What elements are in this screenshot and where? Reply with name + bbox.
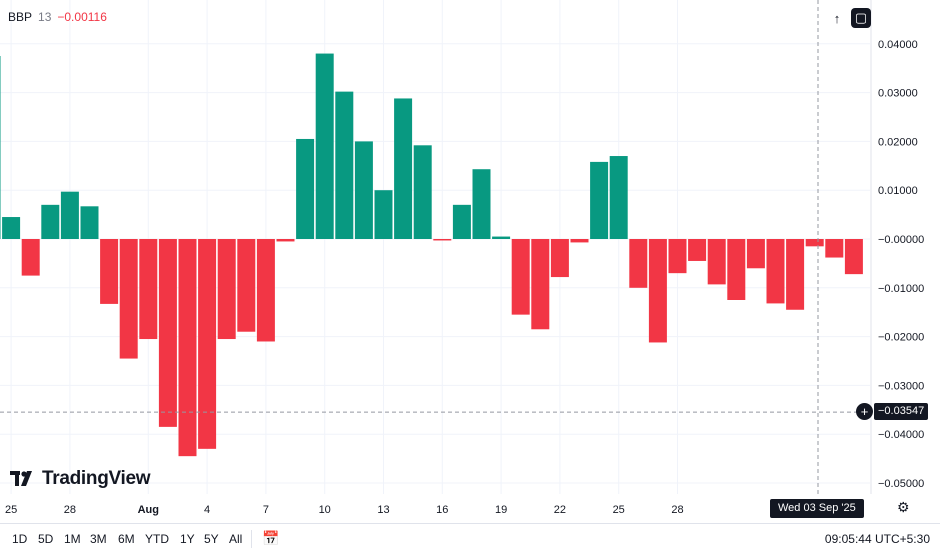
crosshair-price-label: −0.03547 [874, 403, 929, 420]
bar [139, 239, 158, 340]
bar [21, 239, 40, 276]
bar [668, 239, 687, 274]
bar [629, 239, 648, 288]
y-tick-label: 0.03000 [878, 88, 918, 100]
y-tick-label: 0.01000 [878, 185, 918, 197]
bar [511, 239, 530, 315]
bar [217, 239, 236, 340]
x-tick-label: 19 [495, 504, 507, 516]
tradingview-logo[interactable]: TradingView [10, 468, 151, 490]
bar [766, 239, 785, 304]
toolbar-divider [251, 530, 252, 548]
bar [237, 239, 256, 332]
range-button-1y[interactable]: 1Y [180, 532, 195, 546]
bar [590, 161, 609, 239]
bar [746, 239, 765, 269]
y-tick-label: −0.03000 [878, 380, 924, 392]
y-tick-label: −0.04000 [878, 429, 924, 441]
indicator-value: −0.00116 [57, 10, 107, 24]
bar [198, 239, 217, 449]
bar [433, 239, 452, 241]
y-tick-label: 0.02000 [878, 136, 918, 148]
bar [707, 239, 726, 285]
bar [256, 239, 275, 342]
bar [452, 204, 471, 239]
bar [413, 145, 432, 239]
bar [492, 236, 511, 239]
indicator-param: 13 [38, 10, 52, 24]
logo-text: TradingView [42, 468, 151, 489]
range-button-5d[interactable]: 5D [38, 532, 54, 546]
x-tick-label: 16 [436, 504, 448, 516]
bar [374, 190, 393, 239]
y-tick-label: 0.04000 [878, 39, 918, 51]
bar [276, 239, 295, 242]
add-alert-icon[interactable]: + [856, 403, 873, 420]
bar [158, 239, 177, 427]
bar [825, 239, 844, 258]
utc-clock[interactable]: 09:05:44 UTC+5:30 [824, 532, 930, 546]
crosshair-date-label: Wed 03 Sep '25 [770, 499, 864, 518]
bottom-toolbar: 1D 5D 1M 3M 6M YTD 1Y 5Y All 📅 09:05:44 … [0, 523, 940, 555]
bar [472, 169, 491, 239]
x-tick-label: 25 [5, 504, 17, 516]
range-button-5y[interactable]: 5Y [204, 532, 219, 546]
bar [844, 239, 863, 275]
bar [648, 239, 667, 343]
bar [2, 217, 21, 239]
x-tick-label: 7 [263, 504, 269, 516]
tradingview-logo-icon [10, 471, 32, 486]
bar [550, 239, 569, 278]
x-tick-label: 10 [319, 504, 331, 516]
range-button-3m[interactable]: 3M [90, 532, 107, 546]
bar [688, 239, 707, 261]
bar [335, 91, 354, 240]
x-tick-label: 28 [64, 504, 76, 516]
bar [119, 239, 138, 359]
bar [296, 138, 315, 239]
indicator-name: BBP [8, 10, 33, 24]
bar [100, 239, 119, 304]
y-tick-label: −0.00000 [878, 234, 924, 246]
x-tick-label: Aug [138, 504, 159, 516]
range-button-1d[interactable]: 1D [12, 532, 28, 546]
range-button-6m[interactable]: 6M [118, 532, 135, 546]
range-button-1m[interactable]: 1M [64, 532, 81, 546]
x-tick-label: 25 [613, 504, 625, 516]
bar [178, 239, 197, 457]
bar [0, 56, 1, 239]
y-tick-label: −0.01000 [878, 283, 924, 295]
bar [354, 141, 373, 239]
bar [60, 191, 79, 239]
x-tick-label: 28 [671, 504, 683, 516]
indicator-legend[interactable]: BBP 13 −0.00116 [8, 10, 107, 24]
x-tick-label: 4 [204, 504, 210, 516]
bar [805, 239, 824, 247]
y-tick-label: −0.02000 [878, 332, 924, 344]
calendar-icon[interactable]: 📅 [262, 530, 280, 546]
bar [786, 239, 805, 310]
bar [570, 239, 589, 243]
bar [41, 204, 60, 239]
y-tick-label: −0.05000 [878, 478, 924, 490]
bar [315, 53, 334, 240]
settings-gear-icon[interactable]: ⚙ [897, 499, 910, 515]
bar [80, 206, 99, 239]
bar [609, 156, 628, 239]
bar [531, 239, 550, 330]
range-button-ytd[interactable]: YTD [145, 532, 169, 546]
bar [727, 239, 746, 300]
range-button-all[interactable]: All [229, 532, 243, 546]
fullscreen-icon[interactable]: ▢ [851, 8, 871, 28]
x-tick-label: 22 [554, 504, 566, 516]
arrow-up-icon[interactable]: ↑ [833, 10, 841, 26]
bar [394, 98, 413, 240]
x-tick-label: 13 [377, 504, 389, 516]
